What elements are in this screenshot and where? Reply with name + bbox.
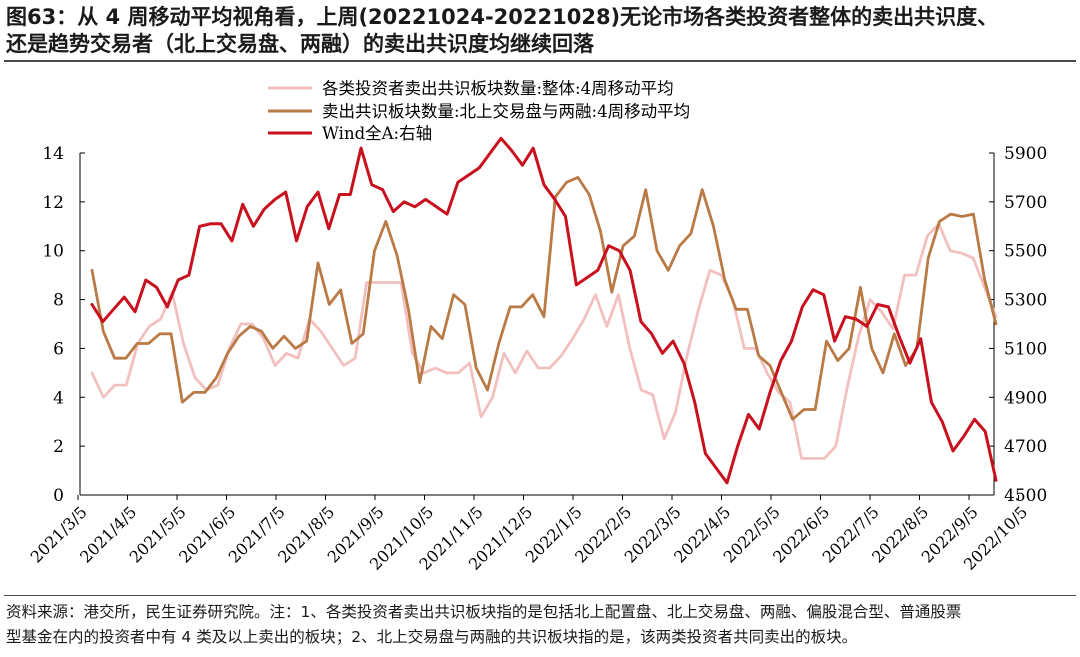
right-tick-label: 4700	[1004, 437, 1047, 457]
left-tick-label: 2	[53, 437, 64, 457]
source-note: 资料来源：港交所，民生证券研究院。注：1、各类投资者卖出共识板块指的是包括北上配…	[6, 600, 1074, 650]
chart-series	[90, 136, 998, 485]
right-tick-label: 4500	[1004, 486, 1047, 506]
source-note-line-1: 资料来源：港交所，民生证券研究院。注：1、各类投资者卖出共识板块指的是包括北上配…	[6, 603, 962, 621]
legend-label-3: Wind全A:右轴	[322, 124, 432, 143]
series-line-1	[90, 222, 998, 460]
right-tick-label: 5300	[1004, 291, 1047, 311]
left-tick-label: 0	[53, 486, 64, 506]
chart-legend: 各类投资者卖出共识板块数量:整体:4周移动平均卖出共识板块数量:北上交易盘与两融…	[268, 79, 690, 143]
legend-label-1: 各类投资者卖出共识板块数量:整体:4周移动平均	[322, 79, 674, 98]
left-tick-label: 6	[53, 339, 64, 359]
left-tick-label: 14	[42, 144, 64, 164]
series-line-3	[90, 136, 998, 485]
title-line-2: 还是趋势交易者（北上交易盘、两融）的卖出共识度均继续回落	[6, 32, 594, 56]
left-tick-label: 12	[42, 193, 64, 213]
source-note-line-2: 型基金在内的投资者中有 4 类及以上卖出的板块；2、北上交易盘与两融的共识板块指…	[6, 628, 858, 646]
left-tick-label: 10	[42, 242, 64, 262]
right-tick-label: 5100	[1004, 339, 1047, 359]
chart-axes: 0 2 4 6 8 10 12 14 4500 4700 4900 5100 5300 5500 5700 5…	[27, 144, 1048, 574]
right-tick-label: 5500	[1004, 242, 1047, 262]
legend-label-2: 卖出共识板块数量:北上交易盘与两融:4周移动平均	[322, 102, 690, 121]
title-line-1: 图63：从 4 周移动平均视角看，上周(20221024-20221028)无论…	[6, 5, 999, 29]
left-tick-label: 8	[53, 291, 64, 311]
line-chart: 各类投资者卖出共识板块数量:整体:4周移动平均卖出共识板块数量:北上交易盘与两融…	[27, 79, 1048, 574]
series-line-2	[90, 175, 998, 421]
title-divider	[4, 60, 1076, 62]
footer-divider	[4, 595, 1076, 596]
right-tick-label: 5700	[1004, 193, 1047, 213]
right-tick-label: 5900	[1004, 144, 1047, 164]
right-tick-label: 4900	[1004, 388, 1047, 408]
figure-title: 图63：从 4 周移动平均视角看，上周(20221024-20221028)无论…	[6, 4, 1074, 58]
left-tick-label: 4	[53, 388, 64, 408]
